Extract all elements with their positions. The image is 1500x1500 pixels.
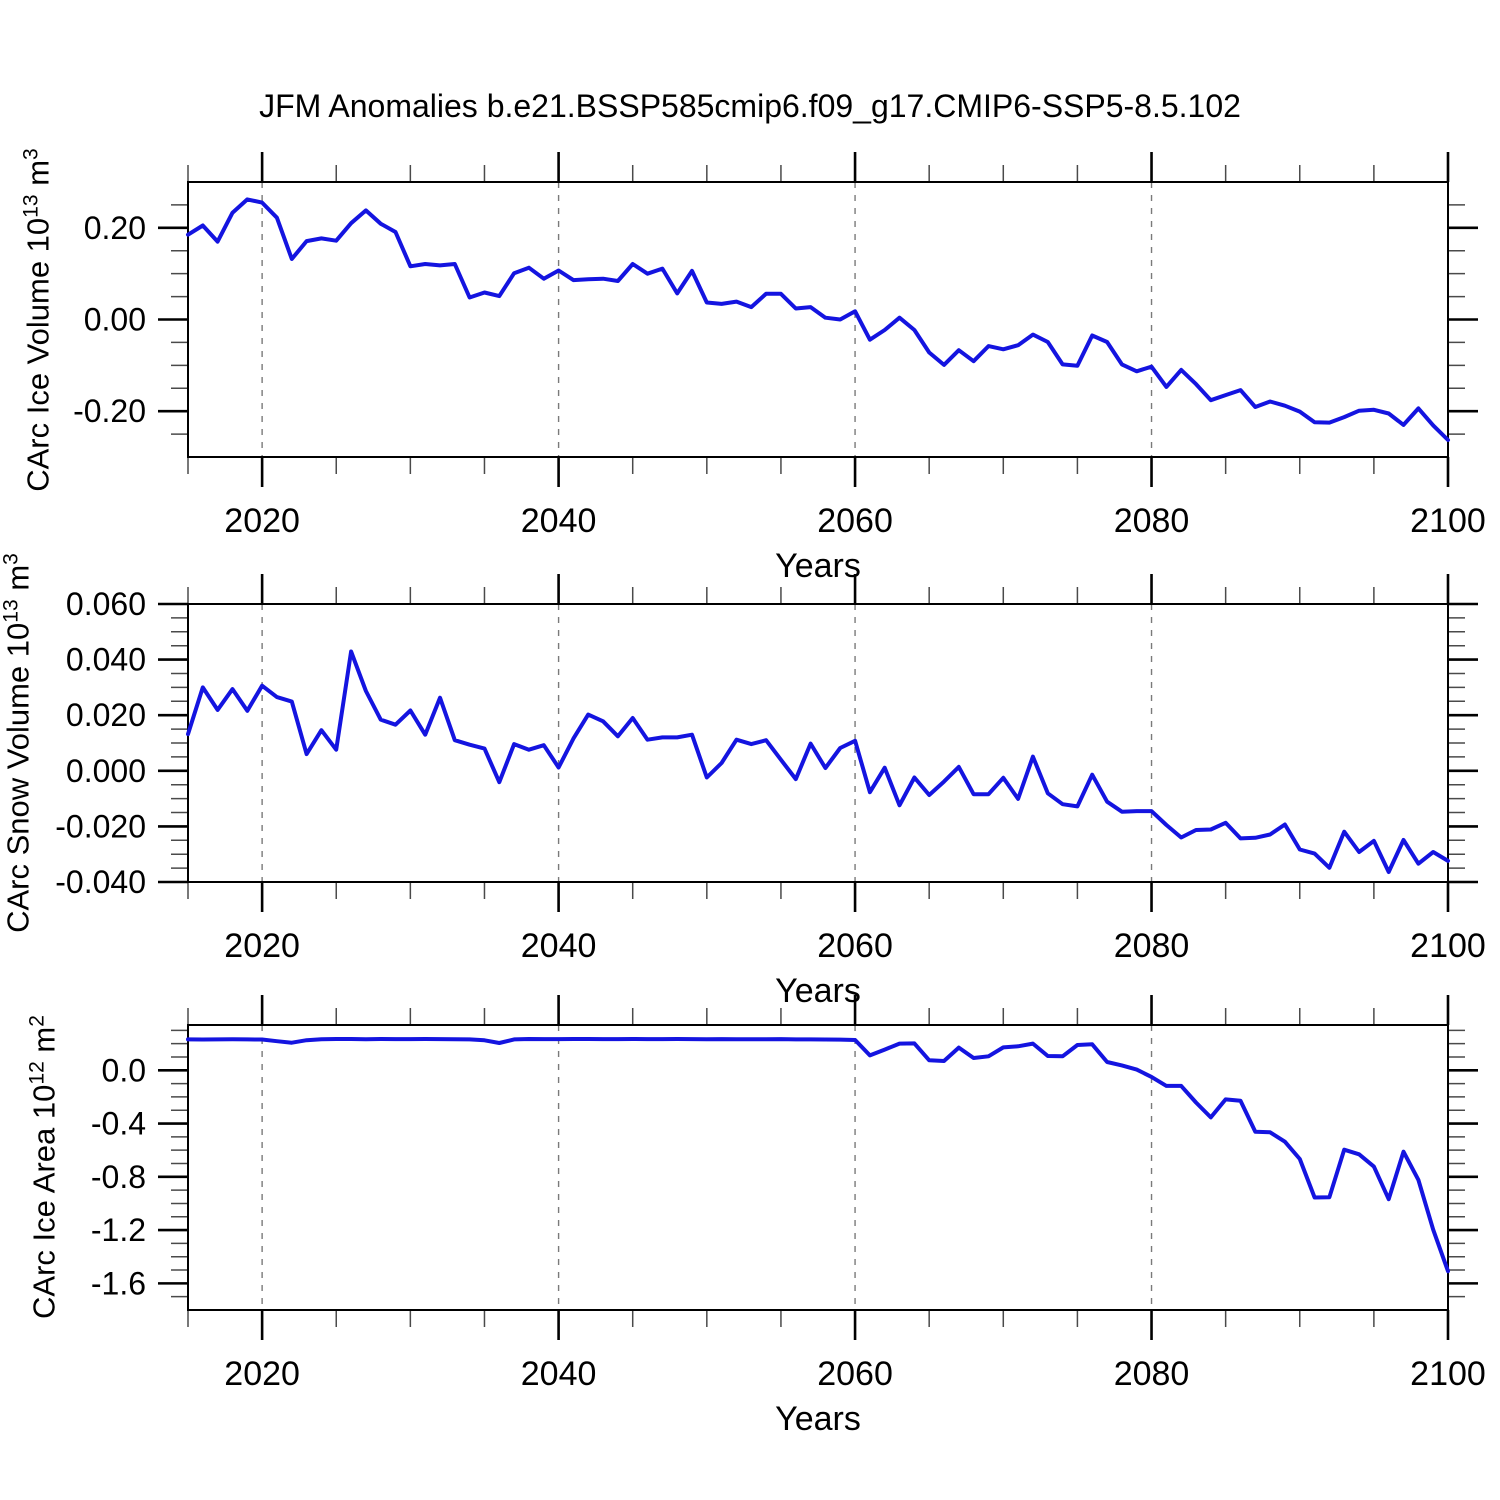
- y-tick-label: -0.020: [55, 808, 146, 844]
- x-tick-label-2080: 2080: [1114, 927, 1190, 965]
- x-ticks: 2020 2040 2060 2080 2100: [187, 995, 1486, 1393]
- y-ticks: 0.0 -0.4 -0.8 -1.2 -1.6: [91, 1029, 1478, 1301]
- y-tick-label: -0.20: [73, 393, 146, 429]
- x-tick-label-2080: 2080: [1114, 1355, 1190, 1393]
- x-tick-label-2060: 2060: [817, 1355, 893, 1393]
- y-tick-label: -0.8: [91, 1159, 146, 1195]
- y-tick-label: 0.060: [66, 586, 146, 622]
- x-tick-label-2040: 2040: [521, 927, 597, 965]
- x-tick-label-2060: 2060: [817, 927, 893, 965]
- y-tick-label: -0.040: [55, 864, 146, 900]
- y-tick-label: 0.0: [102, 1052, 146, 1088]
- plot-frame: [187, 1024, 1449, 1311]
- panel-ice-area: 2020 2040 2060 2080 2100 0.0 -0.4 -0.8 -1.2 -1.6 Y…: [91, 995, 1486, 1438]
- x-axis-title: Years: [775, 547, 861, 585]
- x-axis-title: Years: [775, 1400, 861, 1438]
- ice-area-line: [186, 1037, 1450, 1274]
- y-tick-label: 0.020: [66, 697, 146, 733]
- snow-volume-line: [186, 649, 1450, 874]
- y-ticks: 0.060 0.040 0.020 0.000 -0.020 -0.040: [55, 586, 1478, 900]
- y-tick-label: -1.2: [91, 1212, 146, 1248]
- y-tick-label: -0.4: [91, 1106, 146, 1142]
- x-tick-label-2040: 2040: [521, 502, 597, 540]
- x-ticks: 2020 2040 2060 2080 2100: [187, 152, 1486, 540]
- y-tick-label: 0.000: [66, 753, 146, 789]
- panel-ice-volume: 2020 2040 2060 2080 2100 0.20 0.00 -0.20 Years: [73, 152, 1486, 585]
- x-tick-label-2100: 2100: [1410, 927, 1486, 965]
- x-tick-label-2020: 2020: [224, 1355, 300, 1393]
- y-tick-label: -1.6: [91, 1265, 146, 1301]
- x-axis-title: Years: [775, 972, 861, 1010]
- y-tick-label: 0.040: [66, 642, 146, 678]
- x-tick-label-2020: 2020: [224, 502, 300, 540]
- x-tick-label-2100: 2100: [1410, 502, 1486, 540]
- y-ticks: 0.20 0.00 -0.20: [73, 204, 1478, 435]
- plot-frame: [187, 181, 1449, 458]
- ice-volume-line: [186, 197, 1450, 442]
- y-tick-label: 0.20: [84, 210, 146, 246]
- x-tick-label-2060: 2060: [817, 502, 893, 540]
- plot-frame: [187, 603, 1449, 883]
- x-tick-label-2080: 2080: [1114, 502, 1190, 540]
- x-tick-label-2020: 2020: [224, 927, 300, 965]
- x-tick-label-2100: 2100: [1410, 1355, 1486, 1393]
- panel-snow-volume: 2020 2040 2060 2080 2100 0.060 0.040 0.020 0.000…: [55, 574, 1486, 1010]
- x-tick-label-2040: 2040: [521, 1355, 597, 1393]
- chart-title: JFM Anomalies b.e21.BSSP585cmip6.f09_g17…: [259, 88, 1241, 124]
- y-tick-label: 0.00: [84, 302, 146, 338]
- x-ticks: 2020 2040 2060 2080 2100: [187, 574, 1486, 965]
